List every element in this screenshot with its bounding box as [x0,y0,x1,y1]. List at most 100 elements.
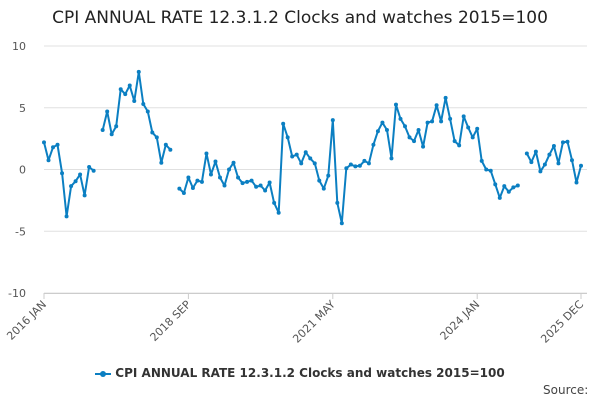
y-tick-label: 5 [19,102,26,115]
data-point [398,116,403,121]
data-point [240,181,245,186]
legend-line-marker-icon [95,370,112,378]
y-tick-label: 0 [19,164,26,177]
data-point [484,167,489,172]
data-point [141,102,146,107]
data-point [42,140,46,145]
data-point [335,200,340,205]
data-point [407,135,412,140]
data-point [159,160,164,165]
data-point [123,92,128,97]
data-point [105,109,110,114]
data-point [551,144,556,149]
data-point [497,195,502,200]
series-line [43,142,95,218]
data-point [100,127,105,132]
data-point [69,184,74,189]
x-tick-label: 2024 JAN [438,298,483,343]
source-label: Source: [543,383,589,397]
x-tick-label: 2018 SEP [148,298,194,344]
data-point [443,95,448,100]
data-point [245,179,250,184]
data-point [466,125,471,130]
data-point [294,152,299,157]
data-point [569,158,574,163]
data-point [82,193,87,198]
series-line [101,70,172,164]
data-point [163,142,168,147]
data-point [46,158,51,163]
data-point [127,83,132,88]
data-point [542,162,547,167]
y-tick-label: -10 [8,287,26,300]
data-point [380,120,385,125]
data-point [515,183,520,188]
data-point [55,142,60,147]
data-point [114,124,119,129]
data-point [479,158,484,163]
chart-title: CPI ANNUAL RATE 12.3.1.2 Clocks and watc… [52,8,548,28]
data-point [136,69,141,74]
data-point [488,168,493,173]
data-point [236,175,241,180]
data-point [421,144,426,149]
data-point [154,135,159,140]
data-point [213,159,218,164]
data-point [109,132,114,137]
data-point [60,171,65,176]
data-point [506,189,511,194]
data-point [231,160,236,165]
data-point [321,186,326,191]
data-point [118,87,123,92]
data-point [470,135,475,140]
data-point [227,167,232,172]
data-point [285,135,290,140]
data-point [267,180,272,185]
data-point [524,151,529,156]
data-point [366,161,371,166]
y-tick-label: -5 [15,225,26,238]
data-point [299,161,304,166]
data-point [91,168,96,173]
data-point [217,175,222,180]
data-point [425,120,430,125]
data-point [186,175,191,180]
data-point [348,162,353,167]
x-tick-label: 2021 MAY [290,298,338,346]
data-point [150,130,155,135]
data-point [272,200,277,205]
legend-label: CPI ANNUAL RATE 12.3.1.2 Clocks and watc… [115,366,505,380]
data-point [177,186,182,191]
data-point [556,161,561,166]
data-point [439,119,444,124]
data-point [208,172,213,177]
data-point [493,182,498,187]
data-point [357,163,362,168]
data-point [326,173,331,178]
data-point [339,221,344,226]
data-point [452,139,457,144]
legend[interactable]: CPI ANNUAL RATE 12.3.1.2 Clocks and watc… [0,366,600,380]
data-point [430,119,435,124]
data-point [64,214,69,219]
data-point [317,178,322,183]
data-point [579,163,583,168]
data-point [258,183,263,188]
data-point [222,183,227,188]
data-point [276,210,281,215]
data-point [565,139,570,144]
data-point [448,116,453,121]
data-point [87,165,92,170]
data-point [78,172,83,177]
data-point [538,169,543,174]
data-point [547,152,552,157]
data-point [393,102,398,107]
data-point [168,147,173,152]
data-point [308,156,313,161]
data-point [384,127,389,132]
x-tick-label: 2025 DEC [538,298,586,346]
data-point [403,124,408,129]
data-point [195,178,200,183]
data-point [190,186,195,191]
data-point [502,184,507,189]
